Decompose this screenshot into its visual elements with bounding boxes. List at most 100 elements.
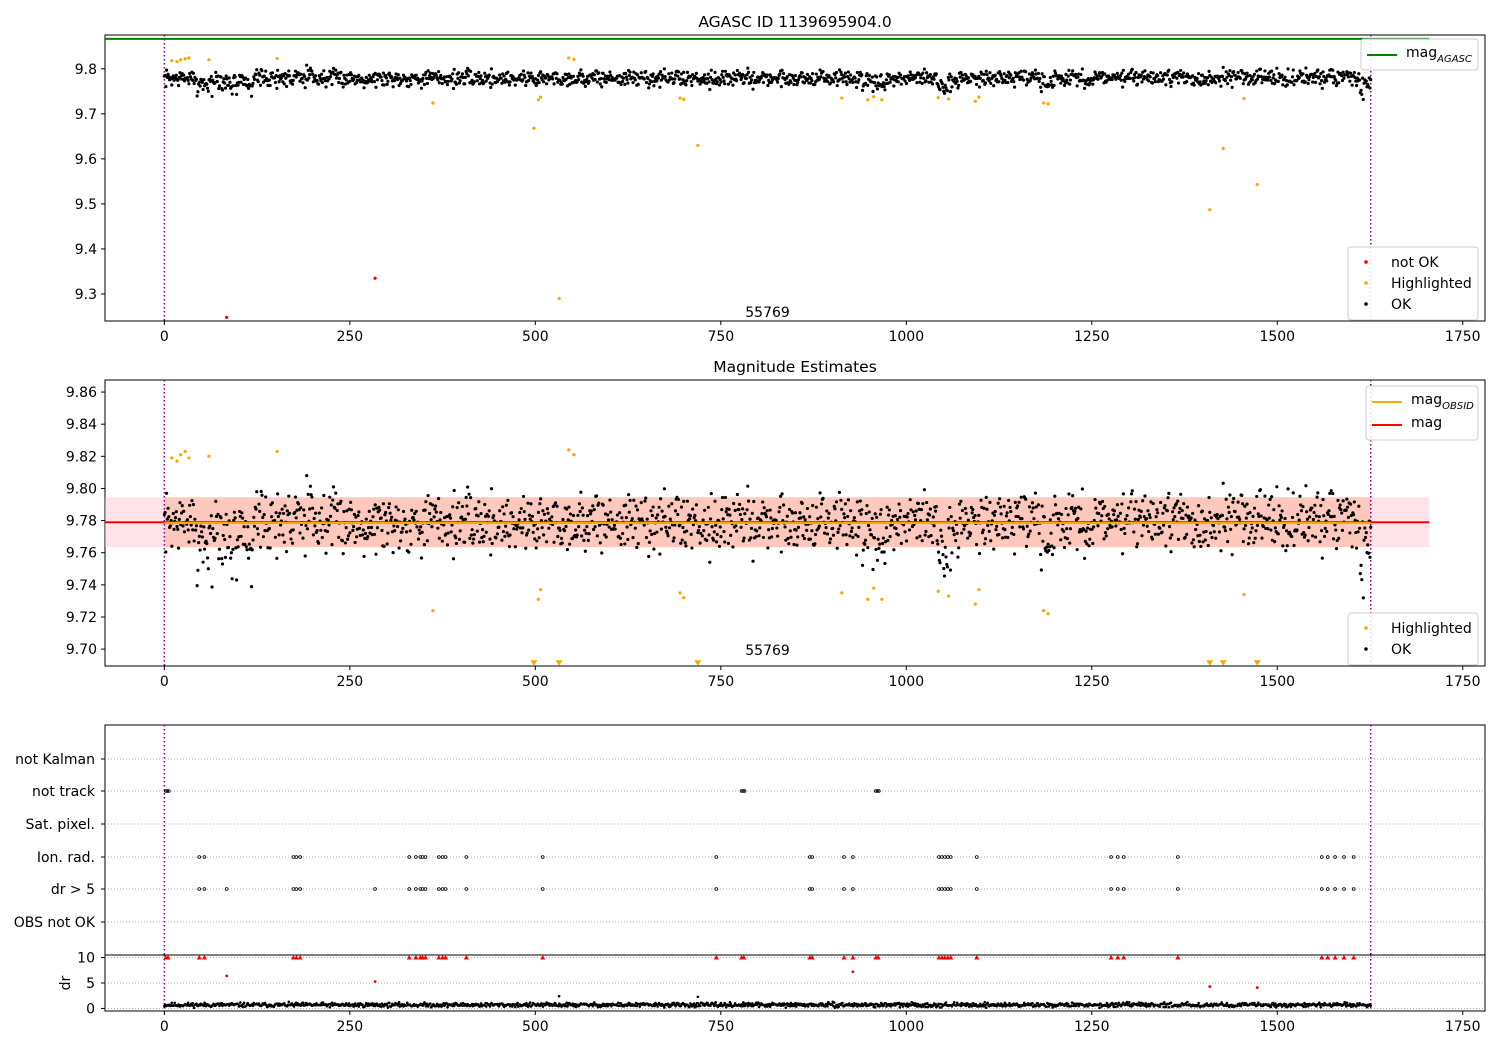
data-point-ok <box>362 554 366 558</box>
data-point-ok <box>198 84 202 88</box>
data-point-ok <box>845 82 849 87</box>
data-point-ok <box>1118 511 1122 515</box>
data-point-ok <box>529 71 533 75</box>
data-point-ok <box>429 1002 432 1005</box>
flag-marker <box>298 855 302 859</box>
data-point-ok <box>1284 549 1288 553</box>
data-point-ok <box>1331 491 1335 496</box>
data-point-ok <box>1076 75 1080 79</box>
data-point-ok <box>1303 80 1307 84</box>
data-point-ok <box>776 534 780 538</box>
data-point-ok <box>559 536 564 540</box>
data-point-ok <box>1237 517 1242 521</box>
data-point-ok <box>1368 555 1372 559</box>
data-point-ok <box>627 510 631 514</box>
data-point-ok <box>934 504 938 509</box>
data-point-ok <box>448 513 452 517</box>
data-point-ok <box>682 499 686 503</box>
data-point-ok <box>713 70 717 74</box>
data-point-ok <box>553 501 558 505</box>
data-point-ok <box>1068 78 1073 82</box>
data-point-ok <box>1310 506 1314 510</box>
data-point-ok <box>314 511 318 515</box>
data-point-ok <box>1039 552 1043 557</box>
data-point-ok <box>311 533 315 537</box>
flag-marker <box>407 887 411 891</box>
data-point-ok <box>583 549 587 553</box>
data-point-ok <box>860 563 865 567</box>
data-point-ok <box>952 1000 956 1004</box>
data-point-ok <box>1200 73 1204 77</box>
data-point-ok <box>954 77 959 81</box>
data-point-ok <box>334 76 339 80</box>
data-point-ok <box>327 523 331 527</box>
flag-marker <box>810 887 814 891</box>
data-point-ok <box>963 524 967 528</box>
data-point-ok <box>656 76 660 80</box>
data-point-ok <box>1104 534 1108 538</box>
data-point-ok <box>464 495 468 500</box>
data-point-ok <box>754 535 758 539</box>
data-point-ok <box>983 1000 987 1004</box>
data-point-ok <box>955 531 959 535</box>
data-point-highlighted <box>532 126 536 130</box>
data-point-ok <box>380 528 384 533</box>
data-point-ok <box>903 530 907 534</box>
data-point-ok <box>436 78 440 82</box>
data-point-highlighted <box>536 597 540 601</box>
data-point-ok <box>506 70 510 74</box>
data-point-ok <box>287 69 291 73</box>
data-point-ok <box>967 1005 971 1008</box>
data-point-ok <box>1019 495 1023 499</box>
data-point-ok <box>1240 493 1244 498</box>
data-point-ok <box>1352 513 1356 517</box>
data-point-ok <box>1185 505 1190 509</box>
data-point-ok <box>822 531 827 535</box>
data-point-ok <box>905 515 909 519</box>
data-point-ok <box>182 509 186 513</box>
data-point-ok <box>515 525 520 529</box>
data-point-ok <box>1176 499 1180 503</box>
data-point-ok <box>817 524 821 528</box>
data-point-ok <box>832 1001 836 1004</box>
data-point-ok <box>1208 510 1212 514</box>
data-point-ok <box>1146 509 1150 513</box>
data-point-ok <box>469 496 473 500</box>
data-point-ok <box>883 561 887 566</box>
data-point-ok <box>579 68 583 72</box>
data-point-ok <box>245 84 249 88</box>
data-point-highlighted <box>1242 96 1246 101</box>
data-point-ok <box>670 77 675 81</box>
data-point-ok <box>1007 76 1011 80</box>
data-point-ok <box>708 560 712 564</box>
data-point-ok <box>257 1002 261 1005</box>
data-point-ok <box>1336 498 1340 503</box>
data-point-ok <box>1244 516 1248 520</box>
data-point-ok <box>1135 82 1140 86</box>
data-point-ok <box>205 541 209 546</box>
data-point-ok <box>973 514 977 518</box>
data-point-ok <box>352 77 356 82</box>
data-point-ok <box>1091 82 1095 86</box>
data-point-highlighted <box>187 56 191 60</box>
data-point-ok <box>233 75 237 79</box>
data-point-ok <box>623 542 627 546</box>
data-point-ok <box>688 1005 691 1008</box>
data-point-ok <box>470 528 474 532</box>
data-point-ok <box>1148 1004 1152 1008</box>
data-point-ok <box>959 499 963 503</box>
data-point-ok <box>304 523 308 528</box>
data-point-ok <box>856 80 860 84</box>
data-point-ok <box>871 89 875 94</box>
data-point-ok <box>308 507 312 511</box>
data-point-ok <box>1258 488 1263 492</box>
data-point-ok <box>857 525 861 530</box>
data-point-ok <box>536 527 540 531</box>
data-point-ok <box>1243 504 1247 508</box>
data-point-ok <box>1161 523 1166 527</box>
flag-marker <box>875 789 880 793</box>
data-point-ok <box>1192 545 1196 549</box>
data-point-ok <box>845 542 849 547</box>
data-point-ok <box>931 75 935 79</box>
data-point-ok <box>647 554 651 559</box>
